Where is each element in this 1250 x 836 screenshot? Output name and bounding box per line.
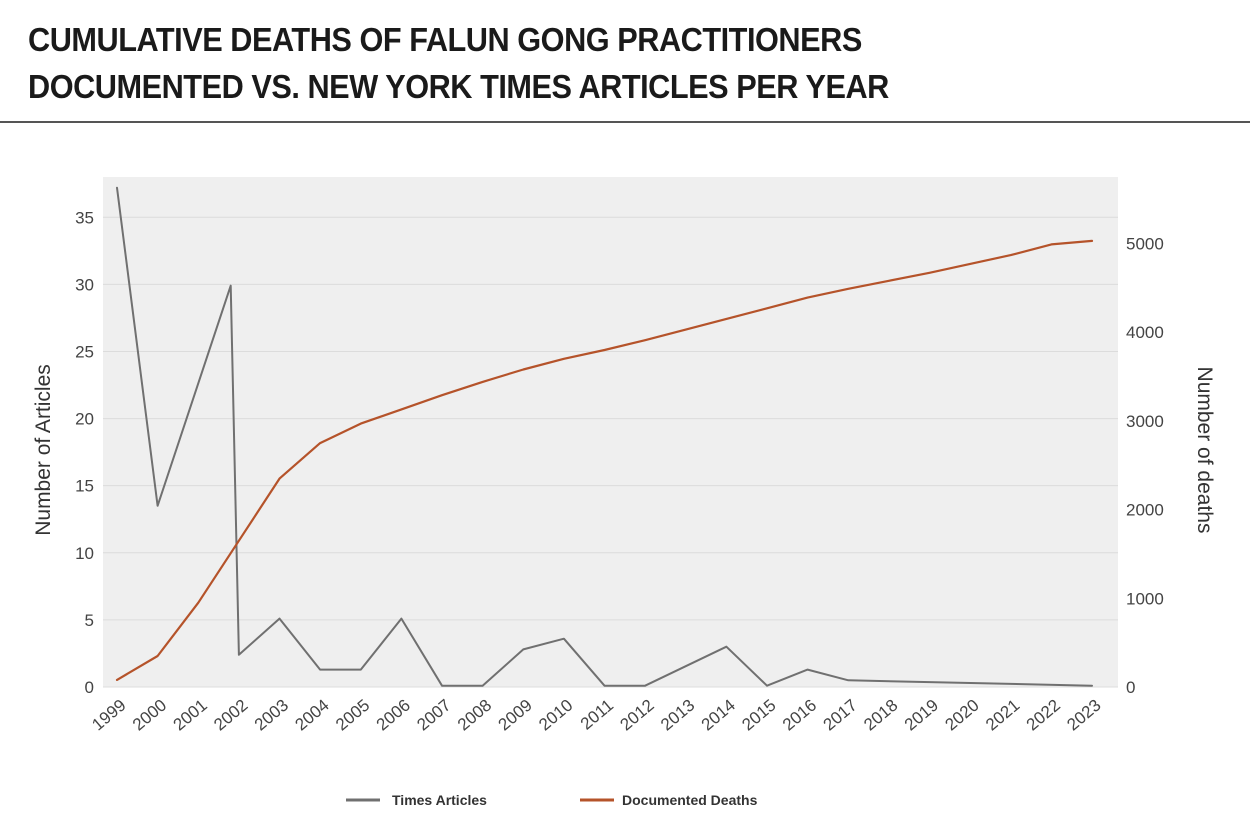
x-tick-label: 2009 <box>495 696 536 735</box>
y-tick-label-left: 30 <box>75 275 94 294</box>
x-tick-label: 2003 <box>251 696 292 735</box>
x-tick-label: 2007 <box>413 696 454 735</box>
x-tick-label: 2002 <box>210 696 251 735</box>
title-line-2: DOCUMENTED VS. NEW YORK TIMES ARTICLES P… <box>28 68 889 105</box>
legend: Times Articles Documented Deaths <box>346 792 758 808</box>
plot-area <box>103 177 1118 687</box>
x-tick-label: 2016 <box>779 696 820 735</box>
x-tick-label: 2004 <box>292 696 333 735</box>
x-tick-label: 2005 <box>332 696 373 735</box>
x-tick-label: 2014 <box>698 696 739 735</box>
y-tick-label-left: 35 <box>75 208 94 227</box>
y-tick-label-right: 1000 <box>1126 589 1164 608</box>
series-layer <box>115 186 1094 687</box>
y-axis-label-left: Number of Articles <box>32 364 55 536</box>
x-tick-label: 2001 <box>170 696 211 735</box>
y-tick-label-right: 0 <box>1126 678 1135 697</box>
x-tick-label: 2017 <box>820 696 861 735</box>
y-tick-label-left: 10 <box>75 544 94 563</box>
y-tick-label-right: 5000 <box>1126 235 1164 254</box>
y-tick-label-right: 2000 <box>1126 501 1164 520</box>
x-tick-label: 2023 <box>1063 696 1104 735</box>
right-axis-ticks: 0 1000 2000 3000 4000 5000 <box>1126 235 1164 697</box>
x-tick-label: 2006 <box>373 696 414 735</box>
y-tick-label-left: 20 <box>75 410 94 429</box>
chart-title: CUMULATIVE DEATHS OF FALUN GONG PRACTITI… <box>28 16 954 110</box>
x-tick-label: 2010 <box>535 696 576 735</box>
x-tick-label: 2012 <box>617 696 658 735</box>
x-tick-label: 2021 <box>982 696 1023 735</box>
title-divider <box>0 121 1250 123</box>
title-line-1: CUMULATIVE DEATHS OF FALUN GONG PRACTITI… <box>28 21 862 58</box>
x-tick-label: 2008 <box>454 696 495 735</box>
series-line-documented-deaths <box>115 239 1094 682</box>
y-tick-label-left: 15 <box>75 477 94 496</box>
y-axis-label-right: Number of deaths <box>1193 367 1216 534</box>
x-tick-label: 2013 <box>657 696 698 735</box>
x-tick-label: 2020 <box>942 696 983 735</box>
x-tick-label: 2018 <box>860 696 901 735</box>
x-tick-label: 2015 <box>738 696 779 735</box>
gridlines <box>103 216 1118 688</box>
legend-label-documented-deaths: Documented Deaths <box>622 792 758 808</box>
y-tick-label-left: 0 <box>85 678 94 697</box>
x-tick-label: 2000 <box>129 696 170 735</box>
y-tick-label-left: 25 <box>75 342 94 361</box>
x-tick-label: 2022 <box>1023 696 1064 735</box>
y-tick-label-right: 3000 <box>1126 412 1164 431</box>
y-tick-label-left: 5 <box>85 611 94 630</box>
x-tick-label: 2019 <box>901 696 942 735</box>
left-axis-ticks: 0 5 10 15 20 25 30 35 <box>75 208 94 697</box>
series-line-times-articles <box>116 186 1093 687</box>
legend-label-times-articles: Times Articles <box>392 792 487 808</box>
y-tick-label-right: 4000 <box>1126 323 1164 342</box>
x-tick-label: 1999 <box>88 696 129 735</box>
x-axis-ticks: 1999 2000 2001 2002 2003 2004 2005 2006 2007 2008… <box>88 696 1104 735</box>
x-tick-label: 2011 <box>577 696 617 734</box>
